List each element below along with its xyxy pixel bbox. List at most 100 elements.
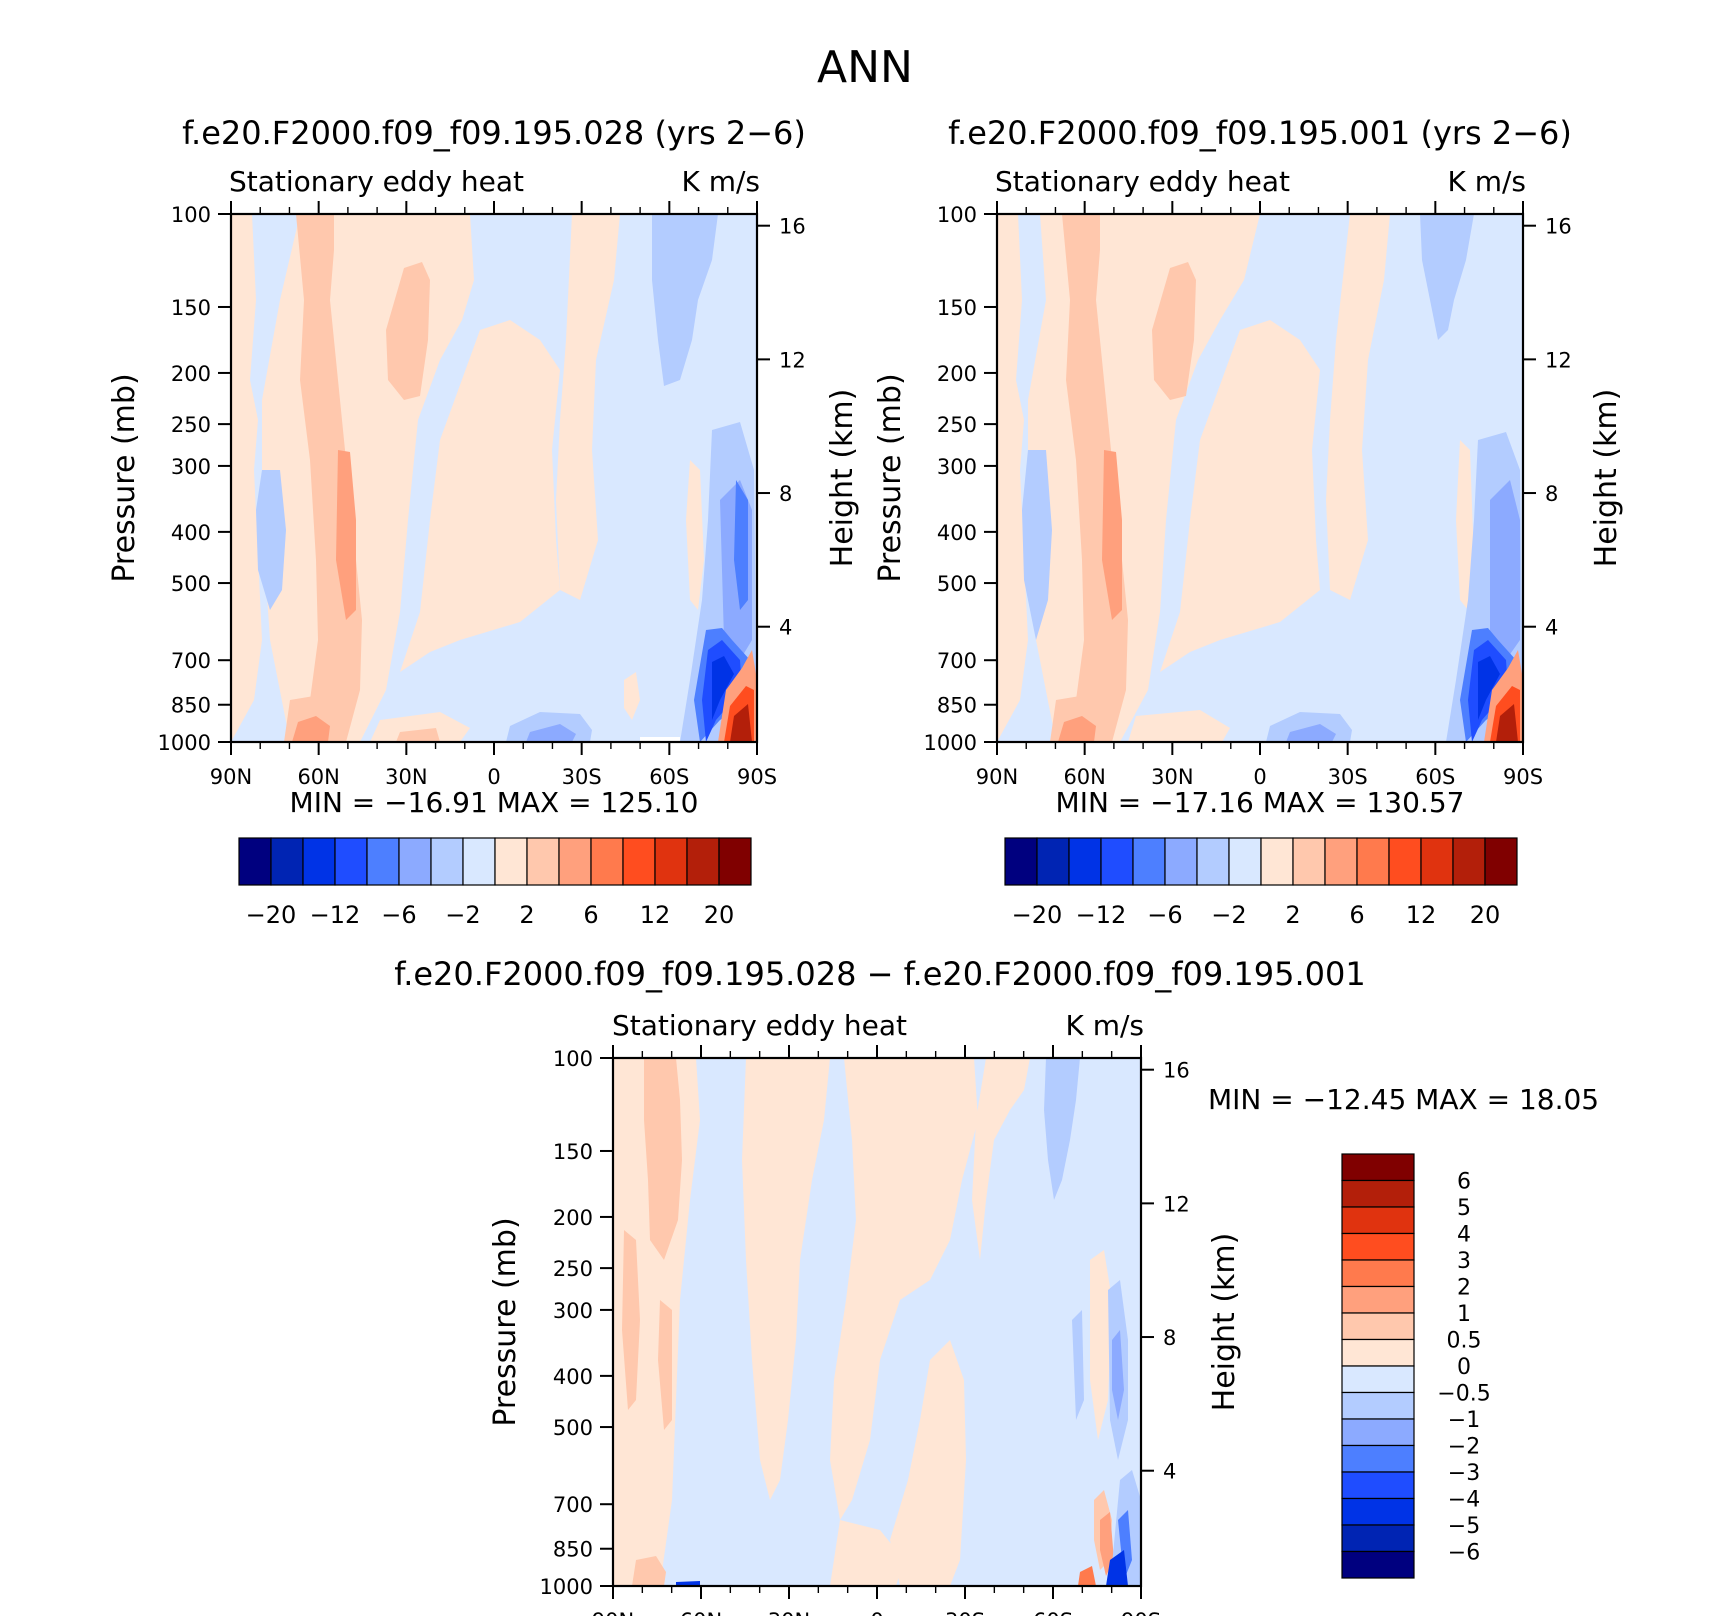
y-axis-label: Pressure (mb) — [873, 373, 908, 582]
colorbar-swatch — [1164, 837, 1198, 886]
contour-fill — [1072, 1310, 1084, 1420]
colorbar-swatch — [1196, 837, 1230, 886]
min-label: MIN — [290, 786, 343, 819]
colorbar-swatch — [654, 837, 688, 886]
colorbar-swatch — [1452, 837, 1486, 886]
colorbar-label: −2 — [1211, 901, 1246, 929]
y-tick-label: 700 — [171, 649, 211, 673]
contour-fill — [231, 214, 262, 742]
colorbar-swatch — [1341, 1418, 1415, 1447]
colorbar-label: −2 — [445, 901, 480, 929]
contour-field — [613, 1058, 1141, 1586]
y2-axis-label: Height (km) — [1589, 389, 1624, 568]
colorbar-label: −6 — [1147, 901, 1182, 929]
contour-fill — [830, 1520, 904, 1586]
x-tick-label: 0 — [1253, 765, 1266, 789]
colorbar-swatch — [1341, 1550, 1415, 1579]
y2-tick-label: 8 — [1545, 482, 1558, 506]
x-tick-label: 0 — [487, 765, 500, 789]
colorbar-swatch — [366, 837, 400, 886]
panel-case-a: f.e20.F2000.f09_f09.195.028 (yrs 2−6) St… — [107, 114, 860, 929]
y-tick-label: 200 — [553, 1206, 593, 1230]
y-tick-label: 300 — [553, 1299, 593, 1323]
contour-fill — [644, 1058, 682, 1260]
colorbar-swatch — [1100, 837, 1134, 886]
contour-fill — [1078, 1566, 1096, 1586]
colorbar-swatch — [1068, 837, 1102, 886]
contour-fill — [652, 214, 718, 386]
colorbar-swatch — [1292, 837, 1326, 886]
colorbar-label: 4 — [1457, 1223, 1471, 1248]
y-tick-label: 300 — [171, 455, 211, 479]
x-tick-label: 30N — [768, 1609, 810, 1616]
x-tick-label: 30N — [1151, 765, 1193, 789]
x-tick-label: 90N — [976, 765, 1018, 789]
y2-tick-label: 16 — [1163, 1059, 1190, 1083]
colorbar-label: 0 — [1457, 1355, 1471, 1380]
contour-field — [997, 214, 1523, 742]
y2-tick-label: 12 — [1163, 1192, 1190, 1216]
colorbar-swatch — [1341, 1338, 1415, 1367]
y-tick-label: 1000 — [924, 731, 977, 755]
min-max-readout: MIN = −17.16 MAX = 130.57 — [1056, 786, 1465, 819]
x-tick-label: 60N — [1063, 765, 1105, 789]
y2-tick-label: 4 — [1163, 1460, 1176, 1484]
colorbar-swatch — [1260, 837, 1294, 886]
y-tick-label: 1000 — [158, 731, 211, 755]
y-tick-label: 100 — [553, 1047, 593, 1071]
y-tick-label: 500 — [553, 1416, 593, 1440]
colorbar-swatch — [1356, 837, 1390, 886]
min-max-readout: MIN = −12.45 MAX = 18.05 — [1208, 1083, 1599, 1116]
contour-fill — [1106, 1550, 1128, 1586]
y-tick-label: 250 — [171, 413, 211, 437]
left-string: Stationary eddy heat — [612, 1009, 907, 1042]
min-value: −17.16 — [1150, 786, 1254, 819]
colorbar-label: 6 — [1349, 901, 1364, 929]
contour-fill — [1118, 1510, 1132, 1580]
y-axis-label: Pressure (mb) — [488, 1217, 523, 1426]
x-tick-label: 60N — [297, 765, 339, 789]
contour-fill — [658, 1300, 672, 1430]
y2-tick-label: 16 — [1545, 215, 1572, 239]
colorbar-swatch — [718, 837, 752, 886]
x-tick-label: 30S — [945, 1609, 985, 1616]
y-tick-label: 250 — [553, 1257, 593, 1281]
x-tick-label: 60S — [1033, 1609, 1073, 1616]
y-tick-label: 100 — [171, 203, 211, 227]
colorbar-label: 6 — [583, 901, 598, 929]
y-tick-label: 100 — [937, 203, 977, 227]
colorbar-swatch — [238, 837, 272, 886]
colorbar-swatch — [1036, 837, 1070, 886]
contour-fill — [1102, 450, 1122, 620]
colorbar-swatch — [558, 837, 592, 886]
contour-fill — [734, 480, 748, 610]
contour-fill — [890, 1340, 966, 1586]
colorbar-swatch — [1341, 1444, 1415, 1473]
colorbar-label: 2 — [1285, 901, 1300, 929]
contour-fill — [1420, 214, 1474, 340]
x-tick-label: 90N — [592, 1609, 634, 1616]
x-tick-label: 60S — [1415, 765, 1455, 789]
colorbar-swatch — [430, 837, 464, 886]
y-tick-label: 700 — [553, 1493, 593, 1517]
colorbar: −20 −12 −6 −2 2 6 12 20 — [1004, 837, 1518, 929]
y-tick-label: 250 — [937, 413, 977, 437]
axes: 100 150 200 250 300 400 500 700 850 1000 16 12 8 4 90N… — [540, 1045, 1190, 1616]
panel-title: f.e20.F2000.f09_f09.195.001 (yrs 2−6) — [948, 114, 1572, 152]
axes: 100 150 200 250 300 400 500 700 850 1000 16 12 8 4 90N… — [924, 201, 1572, 789]
x-tick-label: 90N — [210, 765, 252, 789]
contour-fill — [972, 1058, 1030, 1260]
colorbar-swatch — [1341, 1524, 1415, 1553]
colorbar-swatch — [1228, 837, 1262, 886]
contour-fill — [400, 320, 560, 672]
contour-fill — [1490, 480, 1520, 660]
colorbar-label: 2 — [1457, 1276, 1471, 1301]
right-string: K m/s — [1065, 1009, 1144, 1042]
max-value: 125.10 — [600, 786, 698, 819]
contour-fill — [396, 728, 440, 742]
colorbar-swatch — [1341, 1153, 1415, 1182]
y2-axis-label: Height (km) — [1207, 1233, 1242, 1412]
colorbar-swatch — [590, 837, 624, 886]
panel-title: f.e20.F2000.f09_f09.195.028 (yrs 2−6) — [182, 114, 806, 152]
x-tick-label: 60N — [680, 1609, 722, 1616]
